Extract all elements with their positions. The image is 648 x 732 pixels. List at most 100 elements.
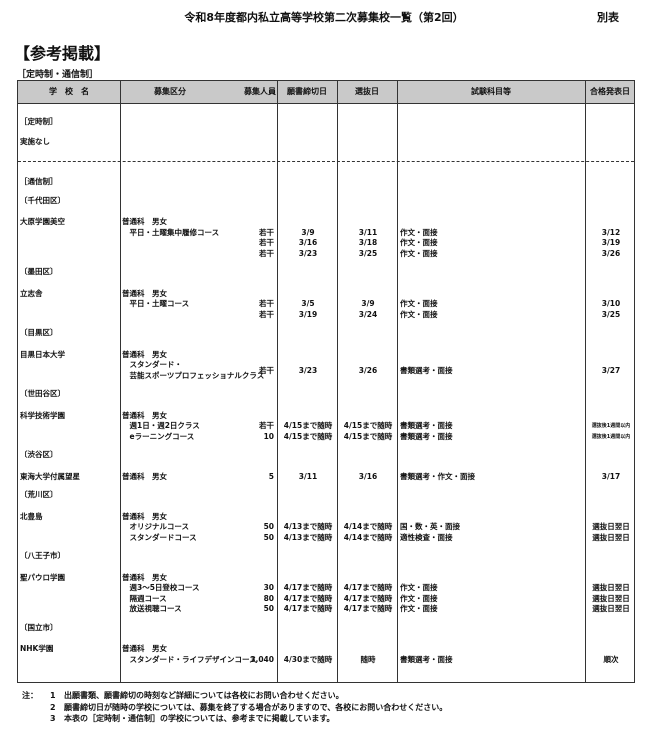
note-number: 1: [50, 691, 56, 700]
school-name: 立志舎: [20, 288, 43, 298]
recruit-category: 普通科 男女: [122, 572, 167, 582]
recruit-category: 週1日・週2日クラス: [122, 421, 200, 430]
recruit-count: 若干: [259, 421, 274, 430]
table-row: オリジナルコース 50 4/13まで随時 4/14まで随時 国・数・英・面接 選抜日翌日: [18, 522, 634, 533]
recruit-count: 3,040: [250, 654, 274, 664]
note-text: 本表の［定時制・通信制］の学校については、参考までに掲載しています。: [64, 714, 335, 723]
result-date: 順次: [603, 654, 619, 664]
exam-subjects: 作文・面接: [400, 238, 438, 247]
table-row: 東海大学付属望星 普通科 男女 5 3/11 3/16 書類選考・作文・面接 3/17: [18, 472, 634, 483]
recruit-category: スタンダードコース: [122, 532, 197, 542]
exam-subjects: 作文・面接: [400, 299, 438, 308]
table-row: スタンダード・ライフデザインコース 3,040 4/30まで随時 随時 書類選考・面接 順…: [18, 655, 634, 666]
header-subjects: 試験科目等: [471, 87, 511, 96]
result-date: 選抜日翌日: [592, 522, 630, 531]
header-deadline: 願書締切日: [287, 87, 327, 96]
school-name: 〔目黒区〕: [20, 328, 58, 337]
table-row: 若干 3/19 3/24 作文・面接 3/25: [18, 310, 634, 321]
header-dept: 募集区分: [154, 87, 186, 96]
result-date: 選抜日翌日: [592, 604, 630, 613]
exam-date: 3/26: [358, 366, 378, 375]
recruit-count: 50: [263, 604, 274, 613]
exam-subjects: 書類選考・面接: [400, 431, 453, 441]
exam-date: 4/14まで随時: [343, 532, 393, 542]
region-row: 〔世田谷区〕: [18, 389, 634, 400]
exam-subjects: 作文・面接: [400, 227, 438, 237]
application-deadline: 3/9: [301, 227, 315, 237]
exam-date: 4/17まで随時: [343, 604, 393, 613]
recruit-category: eラーニングコース: [122, 431, 195, 441]
exam-subjects: 作文・面接: [400, 309, 438, 319]
note-item: 注： 1 出願書類、願書締切の時刻など詳細については各校にお問い合わせください。: [22, 690, 447, 702]
section-heading: 【参考掲載】: [14, 44, 111, 63]
school-name: 東海大学付属望星: [20, 471, 80, 481]
school-name: 目黒日本大学: [20, 349, 65, 359]
result-date: 選抜日翌日: [592, 583, 630, 592]
exam-date: 4/15まで随時: [343, 421, 393, 430]
school-name: NHK学園: [20, 644, 54, 653]
column-divider: [120, 81, 121, 682]
column-divider: [585, 81, 586, 682]
region-row: 〔八王子市〕: [18, 551, 634, 562]
school-name: 科学技術学園: [20, 410, 65, 420]
school-name: ［定時制］: [20, 117, 58, 126]
recruit-category-line: 芸能スポーツプロフェッショナルクラス: [122, 370, 265, 380]
result-date: 3/12: [601, 227, 621, 237]
table-row: 目黒日本大学 普通科 男女: [18, 350, 634, 361]
result-date: 選抜後1週間以内: [591, 433, 631, 440]
table-row: 北豊島 普通科 男女: [18, 512, 634, 523]
table-row: 若干 3/16 3/18 作文・面接 3/19: [18, 238, 634, 249]
table-row: 隔週コース 80 4/17まで随時 4/17まで随時 作文・面接 選抜日翌日: [18, 594, 634, 605]
recruit-count: 若干: [259, 366, 274, 375]
recruit-category: 普通科 男女: [122, 471, 167, 481]
region-row: 〔渋谷区〕: [18, 450, 634, 461]
exam-subjects: 作文・面接: [400, 593, 438, 603]
exam-date: 3/18: [358, 238, 378, 247]
recruit-count: 若干: [259, 309, 274, 319]
school-name: 〔千代田区〕: [20, 195, 65, 205]
table-row: 実施なし: [18, 137, 634, 148]
application-deadline: 4/17まで随時: [283, 593, 333, 603]
exam-subjects: 作文・面接: [400, 248, 438, 258]
recruit-category: 放送視聴コース: [122, 604, 182, 613]
recruit-category: オリジナルコース: [122, 522, 189, 531]
recruit-count: 若干: [259, 227, 274, 237]
annex-label: 別表: [597, 11, 619, 24]
recruit-count: 若干: [259, 248, 274, 258]
exam-date: 4/17まで随時: [343, 593, 393, 603]
exam-date: 3/16: [358, 471, 378, 481]
school-name: 〔渋谷区〕: [20, 450, 58, 459]
region-row: 〔目黒区〕: [18, 328, 634, 339]
header-school: 学 校 名: [49, 87, 89, 96]
application-deadline: 3/23: [298, 366, 318, 375]
application-deadline: 3/11: [298, 471, 318, 481]
exam-subjects: 作文・面接: [400, 583, 438, 592]
exam-date: 4/15まで随時: [343, 431, 393, 441]
recruit-count: 若干: [259, 238, 274, 247]
exam-date: 3/9: [361, 299, 375, 308]
note-text: 願書締切日が随時の学校については、募集を終了する場合がありますので、各校にお問い…: [64, 702, 448, 712]
table-row: 平日・土曜コース 若干 3/5 3/9 作文・面接 3/10: [18, 299, 634, 310]
exam-date: 3/24: [358, 309, 378, 319]
column-divider: [337, 81, 338, 682]
table-row: 大原学園美空 普通科 男女: [18, 217, 634, 228]
recruit-category: 週3～5日登校コース: [122, 583, 200, 592]
region-row: 〔墨田区〕: [18, 267, 634, 278]
recruit-category: 普通科 男女: [122, 644, 167, 653]
application-deadline: 3/19: [298, 309, 318, 319]
school-name: 実施なし: [20, 136, 50, 146]
recruit-category: 平日・土曜集中履修コース: [122, 227, 220, 237]
result-date: 3/26: [601, 248, 621, 258]
exam-date: 随時: [360, 654, 376, 664]
section-row: ［定時制］: [18, 117, 634, 128]
recruit-count: 5: [268, 471, 274, 481]
recruit-count: 50: [263, 522, 274, 531]
school-name: 大原学園美空: [20, 217, 65, 226]
column-divider: [277, 81, 278, 682]
recruit-category: 普通科 男女: [122, 288, 167, 298]
table-row: 平日・土曜集中履修コース 若干 3/9 3/11 作文・面接 3/12: [18, 228, 634, 239]
table-row: 科学技術学園 普通科 男女: [18, 411, 634, 422]
region-row: 〔荒川区〕: [18, 490, 634, 501]
table-body: ［定時制］ 実施なし ［通信制］ 〔千代田区〕 大原学園美空 普通科 男女 平日・土曜集中…: [18, 109, 634, 665]
exam-subjects: 書類選考・面接: [400, 421, 453, 430]
